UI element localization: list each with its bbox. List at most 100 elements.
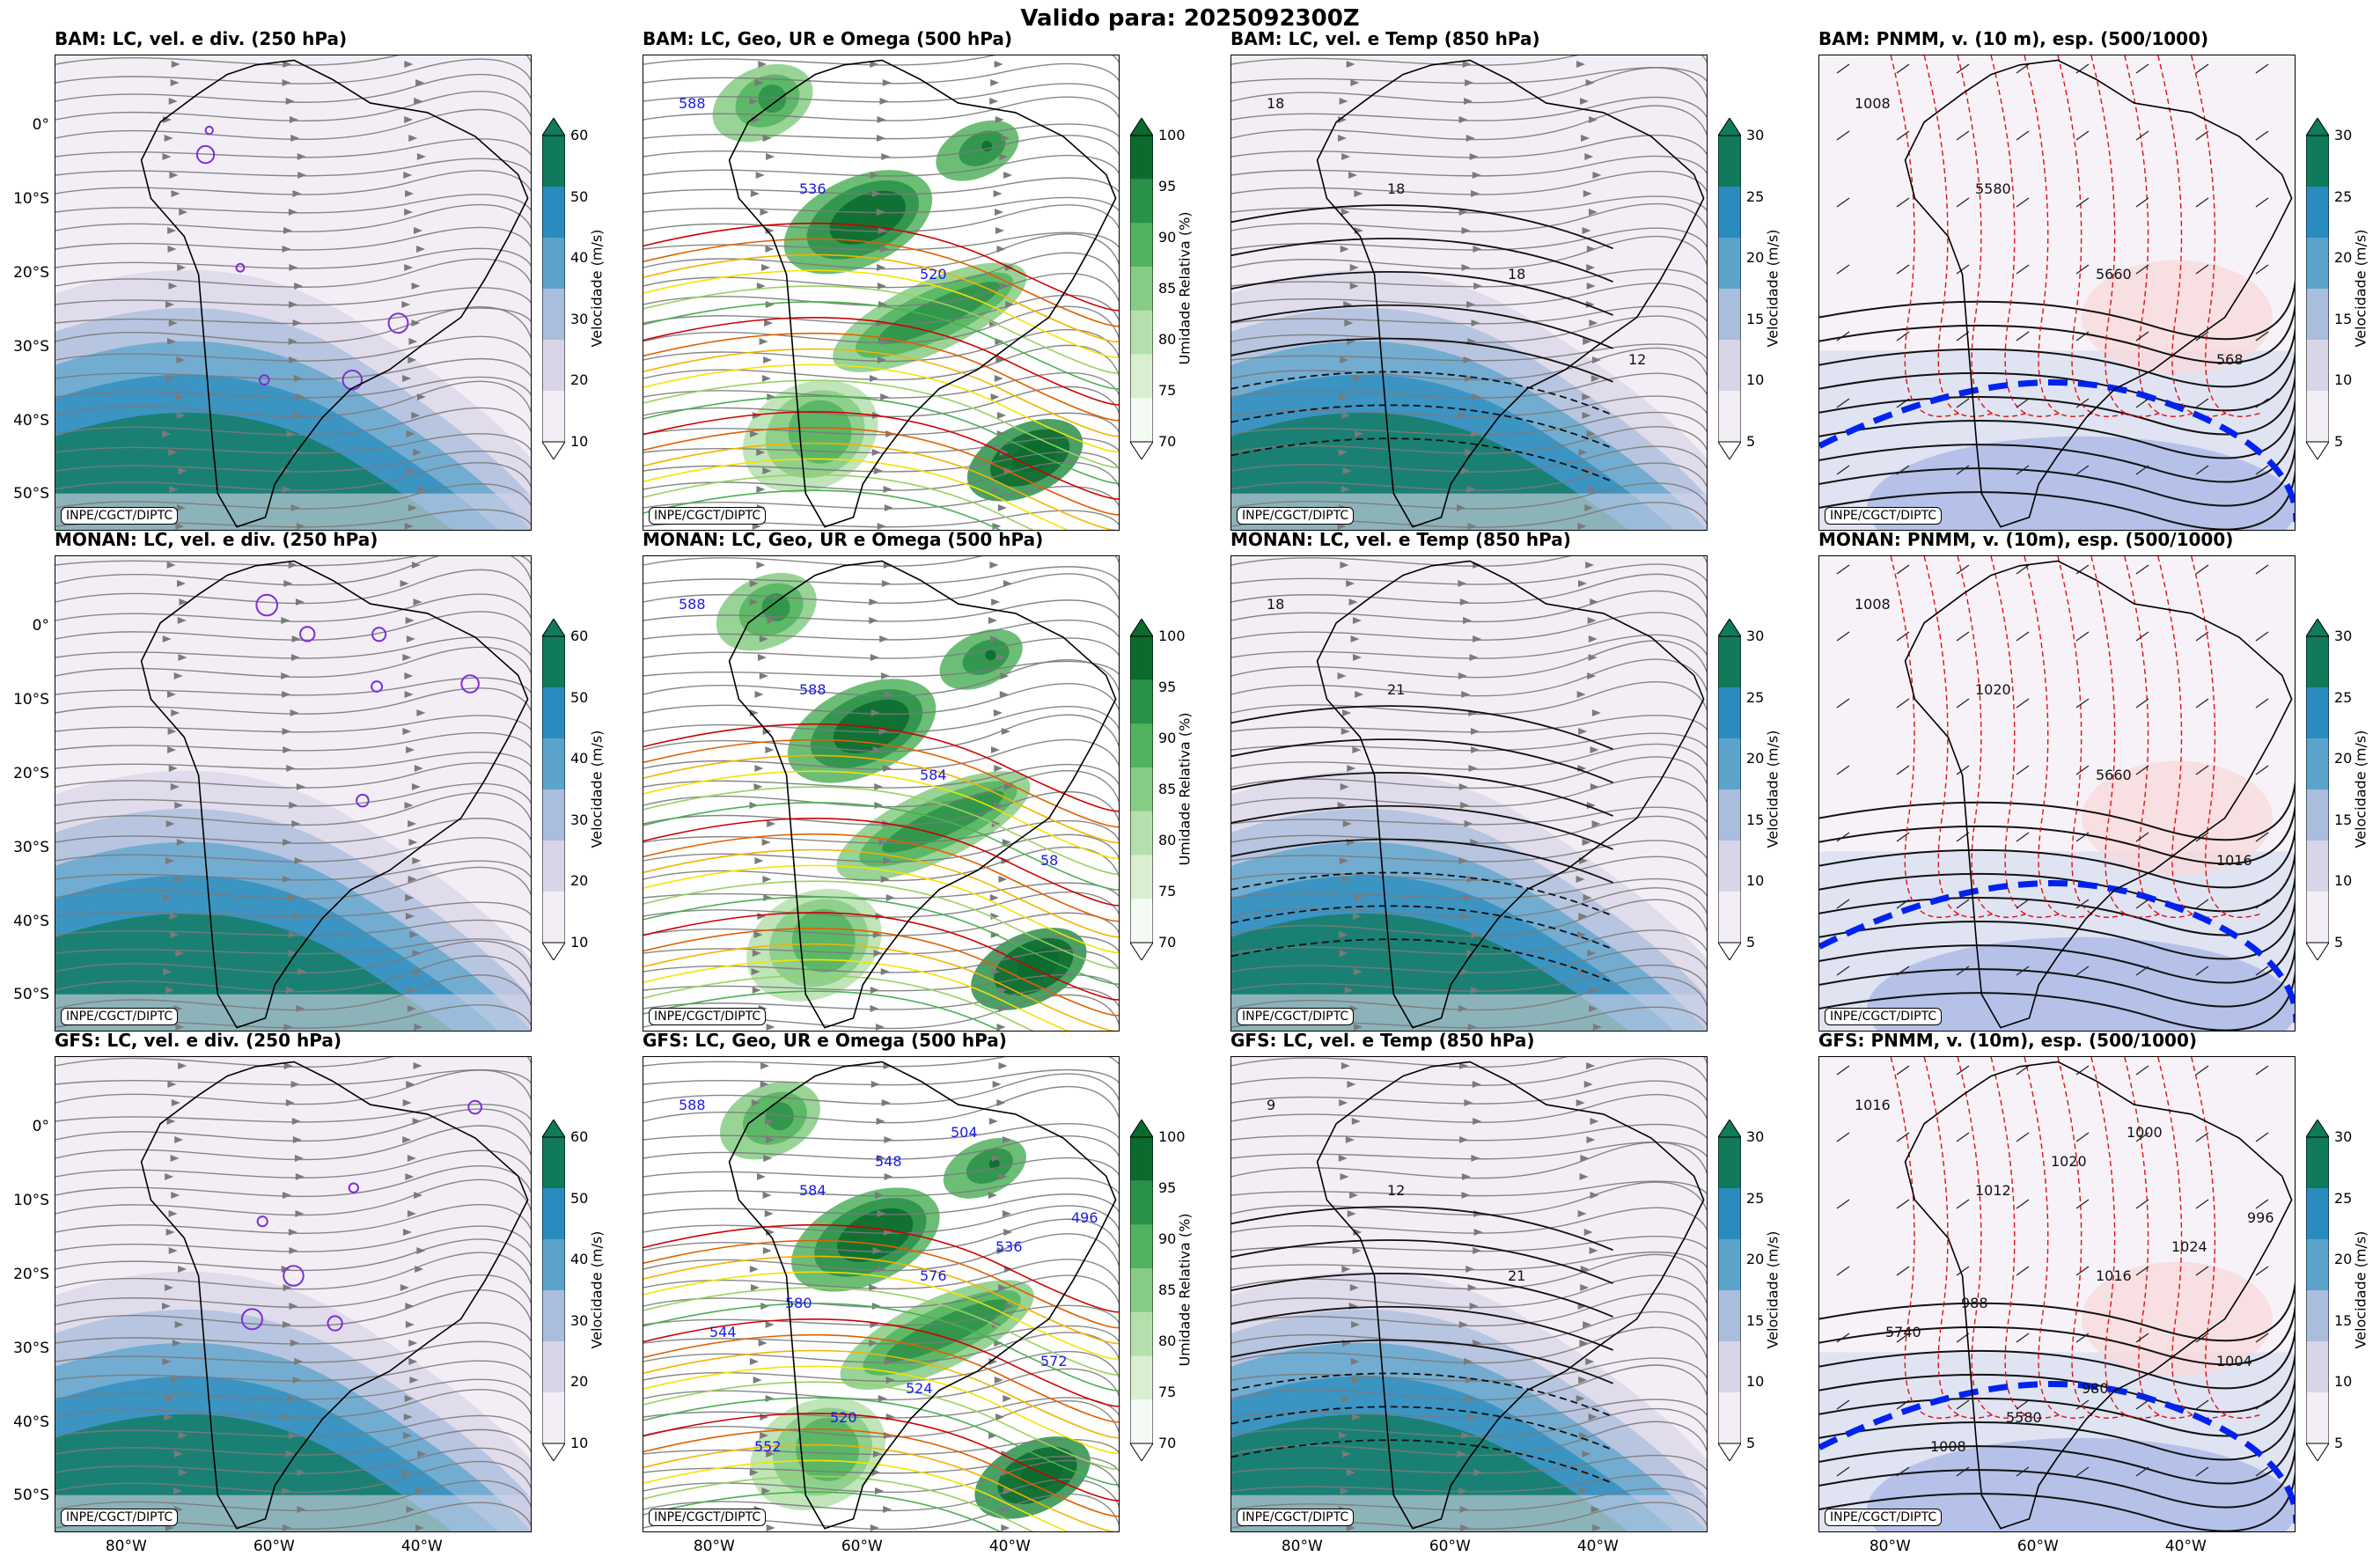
- credit-label: INPE/CGCT/DIPTC: [649, 507, 767, 525]
- credit-label: INPE/CGCT/DIPTC: [1237, 507, 1355, 525]
- contour-label: 504: [951, 1124, 978, 1141]
- colorbar-segment: [1718, 1290, 1741, 1341]
- contour-label: 1016: [2216, 852, 2252, 869]
- colorbar-tick-label: 25: [2334, 688, 2353, 706]
- colorbar: [1718, 1120, 1741, 1461]
- colorbar-segment: [542, 892, 565, 943]
- colorbar-segment: [1718, 636, 1741, 687]
- map-canvas: 1008 1020 5660 1016: [1819, 556, 2295, 1031]
- map-canvas: 588 584 576 572 552 548 536 544 520 504 496 580 524: [643, 1057, 1119, 1531]
- lon-tick-label: 80°W: [1281, 1538, 1323, 1555]
- map-canvas: 18 18 18 12: [1231, 55, 1707, 530]
- lat-tick-label: 10°S: [13, 190, 49, 208]
- colorbar-segment: [1718, 687, 1741, 738]
- contour-label: 584: [799, 1182, 826, 1199]
- coastline: [1316, 59, 1705, 528]
- coastline: [728, 1061, 1117, 1530]
- contour-label: 584: [920, 767, 947, 783]
- lat-tick-label: 50°S: [13, 986, 49, 1004]
- contour-label: 536: [995, 1238, 1023, 1255]
- lat-tick-label: 20°S: [13, 263, 49, 282]
- contour-label: 580: [785, 1295, 812, 1311]
- colorbar-tick-label: 5: [1746, 433, 1756, 450]
- colorbar-segment: [2306, 1239, 2329, 1290]
- colorbar-segment: [1130, 1399, 1153, 1443]
- coastline: [728, 560, 1117, 1029]
- colorbar-tick-label: 90: [1158, 229, 1177, 246]
- colorbar-tick-label: 20: [1746, 1251, 1765, 1268]
- contour-label: 5660: [2096, 767, 2132, 783]
- colorbar-segment: [2306, 1392, 2329, 1443]
- contour-label: 588: [679, 596, 706, 613]
- colorbar-segment: [1130, 1355, 1153, 1400]
- contour-label: 18: [1267, 596, 1284, 613]
- credit-label: INPE/CGCT/DIPTC: [1237, 1509, 1355, 1526]
- colorbar: [2306, 118, 2329, 459]
- colorbar-segment: [1130, 767, 1153, 811]
- colorbar-segment: [1718, 1341, 1741, 1392]
- colorbar-segment: [1130, 1311, 1153, 1356]
- contour-label: 544: [709, 1324, 737, 1340]
- lat-tick-label: 30°S: [13, 337, 49, 356]
- figure-title: Valido para: 2025092300Z: [1020, 5, 1360, 32]
- coastline: [1904, 560, 2293, 1029]
- colorbar-segment: [2306, 892, 2329, 943]
- colorbar-segment: [1130, 899, 1153, 943]
- colorbar-tick-label: 100: [1158, 127, 1186, 143]
- colorbar-tick-label: 100: [1158, 1128, 1186, 1145]
- contour-label: 5740: [1885, 1324, 1921, 1340]
- colorbar-segment: [1718, 841, 1741, 892]
- colorbar-tick-label: 25: [1746, 688, 1765, 706]
- map-canvas: 9 12 21: [1231, 1057, 1707, 1531]
- colorbar-tick-label: 15: [1746, 1311, 1765, 1329]
- map-panel-bam-rh500: 588 536 520 INPE/CGCT/DIPTC: [643, 55, 1120, 531]
- panel-title: MONAN: LC, vel. e Temp (850 hPa): [1230, 529, 1571, 550]
- contour-label: 552: [754, 1438, 782, 1455]
- contour-label: 1008: [1855, 596, 1891, 613]
- coastline: [140, 1061, 529, 1530]
- colorbar-tick-label: 5: [2334, 433, 2344, 450]
- colorbar-tick-label: 95: [1158, 1179, 1177, 1196]
- contour-label: 520: [830, 1409, 857, 1426]
- colorbar-tick-label: 80: [1158, 1333, 1177, 1349]
- colorbar-segment: [542, 1341, 565, 1392]
- colorbar-tick-label: 10: [570, 433, 589, 450]
- contour-label: 1020: [1975, 681, 2011, 698]
- colorbar-tick-label: 30: [570, 1311, 589, 1329]
- colorbar-tick-label: 90: [1158, 1230, 1177, 1247]
- colorbar-segment: [542, 340, 565, 391]
- panel-title: MONAN: PNMM, v. (10m), esp. (500/1000): [1818, 529, 2234, 550]
- colorbar-label: Velocidade (m/s): [588, 1230, 606, 1349]
- colorbar-segment: [542, 636, 565, 687]
- colorbar-tick-label: 15: [1746, 310, 1765, 327]
- colorbar-segment: [542, 738, 565, 789]
- colorbar-tick-label: 50: [570, 187, 589, 205]
- colorbar-segment: [2306, 238, 2329, 289]
- lon-tick-label: 40°W: [2164, 1538, 2207, 1555]
- colorbar-segment: [2306, 1290, 2329, 1341]
- panel-title: MONAN: LC, Geo, UR e Omega (500 hPa): [643, 529, 1044, 550]
- colorbar-segment: [1718, 1188, 1741, 1239]
- colorbar-segment: [2306, 687, 2329, 738]
- colorbar-tick-label: 10: [2334, 872, 2353, 890]
- colorbar-tick-label: 30: [2334, 628, 2353, 644]
- contour-label: 5580: [1975, 180, 2011, 197]
- colorbar-segment: [1130, 1224, 1153, 1269]
- contour-label: 9: [1267, 1097, 1275, 1113]
- panel-title: GFS: PNMM, v. (10m), esp. (500/1000): [1818, 1030, 2198, 1051]
- contour-label: 568: [2216, 351, 2244, 368]
- colorbar-tick-label: 5: [2334, 934, 2344, 951]
- colorbar-segment: [2306, 340, 2329, 391]
- colorbar-segment: [542, 187, 565, 238]
- colorbar-tick-label: 10: [2334, 1373, 2353, 1391]
- credit-label: INPE/CGCT/DIPTC: [61, 507, 179, 525]
- colorbar-tick-label: 25: [2334, 1189, 2353, 1207]
- contour-label: 980: [2082, 1380, 2109, 1397]
- colorbar: [2306, 1120, 2329, 1461]
- colorbar-segment: [1130, 1137, 1153, 1181]
- colorbar-segment: [1718, 789, 1741, 841]
- credit-label: INPE/CGCT/DIPTC: [1237, 1008, 1355, 1025]
- lat-tick-label: 40°S: [13, 912, 49, 930]
- colorbar-segment: [1718, 238, 1741, 289]
- colorbar-segment: [1130, 310, 1153, 355]
